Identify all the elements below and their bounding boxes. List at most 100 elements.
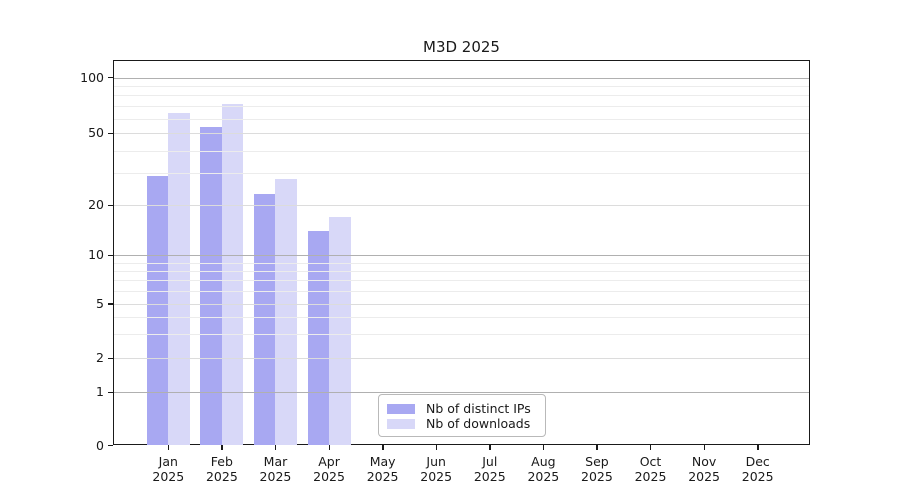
x-tick-label-mar: Mar 2025 xyxy=(243,454,307,484)
x-label-year: 2025 xyxy=(313,469,345,484)
y-tick-10 xyxy=(108,254,113,257)
x-label-year: 2025 xyxy=(366,469,399,484)
x-tick-label-oct: Oct 2025 xyxy=(619,454,683,484)
x-label-year: 2025 xyxy=(527,469,560,484)
legend-entry: Nb of distinct IPs xyxy=(387,401,537,416)
x-label-year: 2025 xyxy=(473,469,506,484)
bar-mar-distinct-ips xyxy=(253,194,276,445)
x-tick-may xyxy=(382,445,384,450)
y-tick-label-50: 50 xyxy=(88,125,104,141)
y-tick-1 xyxy=(108,391,113,393)
x-label-year: 2025 xyxy=(688,469,720,484)
bar-feb-distinct-ips xyxy=(200,127,222,445)
y-tick-5 xyxy=(108,303,113,305)
x-tick-label-nov: Nov 2025 xyxy=(672,454,736,484)
y-tick-20 xyxy=(108,204,113,207)
x-tick-apr xyxy=(328,445,330,450)
x-tick-aug xyxy=(542,445,545,450)
x-label-month: Nov xyxy=(691,454,717,469)
x-tick-label-sep: Sep 2025 xyxy=(565,454,629,484)
x-label-year: 2025 xyxy=(259,469,292,484)
x-label-month: Oct xyxy=(639,454,662,469)
x-label-month: Aug xyxy=(531,454,556,469)
x-label-month: Jan xyxy=(158,454,178,469)
x-label-year: 2025 xyxy=(634,469,667,484)
x-tick-label-jul: Jul 2025 xyxy=(458,454,522,484)
y-tick-2 xyxy=(108,357,113,360)
legend-entry: Nb of downloads xyxy=(387,416,537,431)
y-minor-gridline-3 xyxy=(114,334,809,336)
x-tick-label-apr: Apr 2025 xyxy=(297,454,361,484)
x-label-year: 2025 xyxy=(741,469,774,484)
x-label-month: Apr xyxy=(318,454,340,469)
y-minor-gridline-8 xyxy=(114,270,809,272)
x-tick-jun xyxy=(435,445,438,450)
x-label-year: 2025 xyxy=(205,469,238,484)
x-tick-jul xyxy=(489,445,491,450)
y-minor-gridline-90 xyxy=(114,85,809,87)
y-minor-gridline-60 xyxy=(114,118,809,120)
x-tick-label-jan: Jan 2025 xyxy=(136,454,200,484)
legend-label: Nb of downloads xyxy=(426,416,531,431)
x-tick-label-feb: Feb 2025 xyxy=(190,454,254,484)
x-tick-label-jun: Jun 2025 xyxy=(404,454,468,484)
x-label-month: May xyxy=(369,454,396,469)
legend: Nb of distinct IPs Nb of downloads xyxy=(378,394,546,437)
y-tick-label-1: 1 xyxy=(96,384,104,399)
y-gridline-1 xyxy=(114,392,809,393)
x-label-month: Mar xyxy=(263,454,288,469)
x-tick-jan xyxy=(167,445,170,450)
x-tick-sep xyxy=(596,445,598,450)
x-label-month: Sep xyxy=(585,454,609,469)
y-minor-gridline-9 xyxy=(114,262,809,264)
x-tick-dec xyxy=(757,445,759,450)
x-label-month: Dec xyxy=(745,454,770,469)
y-minor-gridline-70 xyxy=(114,106,809,108)
x-tick-label-may: May 2025 xyxy=(351,454,415,484)
y-minor-gridline-30 xyxy=(114,173,809,175)
y-minor-gridline-7 xyxy=(114,280,809,282)
y-minor-gridline-4 xyxy=(114,316,809,318)
y-tick-label-20: 20 xyxy=(88,197,104,213)
y-minor-gridline-6 xyxy=(114,290,809,292)
y-gridline-50 xyxy=(114,133,809,135)
bar-jan-downloads xyxy=(168,113,190,445)
y-tick-label-2: 2 xyxy=(96,350,104,366)
legend-swatch-downloads xyxy=(387,418,415,429)
x-label-month: Jul xyxy=(482,454,498,469)
bar-mar-downloads xyxy=(275,178,297,445)
x-tick-label-dec: Dec 2025 xyxy=(726,454,790,484)
y-tick-label-0: 0 xyxy=(96,437,104,453)
legend-label: Nb of distinct IPs xyxy=(426,401,531,416)
x-tick-label-aug: Aug 2025 xyxy=(511,454,575,484)
bar-jan-distinct-ips xyxy=(146,176,169,445)
y-tick-label-100: 100 xyxy=(80,69,104,85)
x-tick-nov xyxy=(703,445,705,450)
bar-apr-downloads xyxy=(329,217,351,445)
y-minor-gridline-80 xyxy=(114,95,809,97)
y-tick-label-5: 5 xyxy=(96,295,104,311)
y-tick-50 xyxy=(108,132,113,135)
y-gridline-2 xyxy=(114,358,809,360)
y-gridline-20 xyxy=(114,205,809,207)
x-tick-oct xyxy=(650,445,652,450)
plot-area: Nb of distinct IPs Nb of downloads 0 1 2 5 10… xyxy=(80,60,810,484)
legend-swatch-distinct-ips xyxy=(387,403,415,414)
bar-feb-downloads xyxy=(221,103,244,445)
x-label-year: 2025 xyxy=(581,469,613,484)
y-tick-0 xyxy=(108,445,113,447)
bar-apr-distinct-ips xyxy=(307,231,330,445)
x-label-year: 2025 xyxy=(420,469,453,484)
x-tick-feb xyxy=(221,445,223,450)
y-minor-gridline-40 xyxy=(114,150,809,152)
x-label-year: 2025 xyxy=(152,469,185,484)
y-gridline-5 xyxy=(114,303,809,305)
y-gridline-100 xyxy=(114,77,809,79)
x-label-month: Feb xyxy=(210,454,233,469)
x-label-month: Jun xyxy=(426,454,446,469)
y-tick-100 xyxy=(108,77,113,79)
y-gridline-10 xyxy=(114,255,809,257)
y-tick-label-10: 10 xyxy=(88,247,104,263)
x-tick-mar xyxy=(274,445,277,450)
